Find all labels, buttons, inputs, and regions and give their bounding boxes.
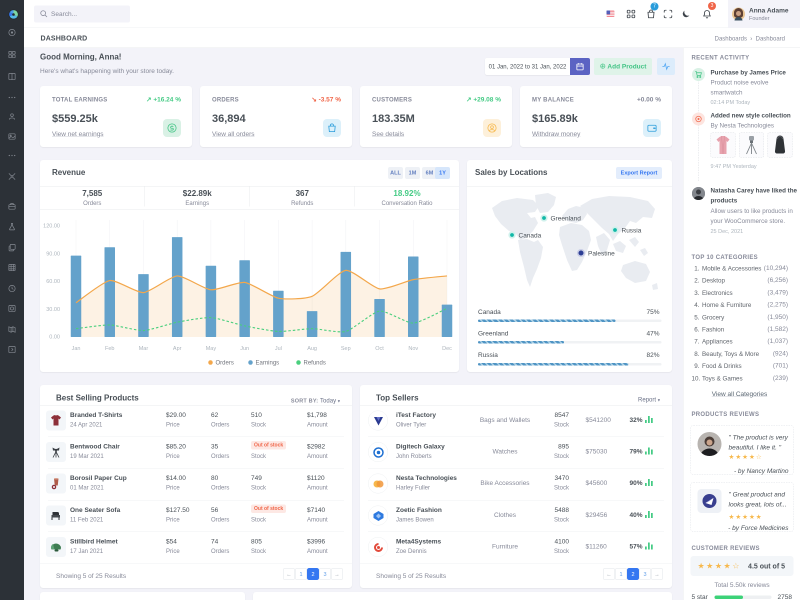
svg-text:Refunds: Refunds — [304, 361, 326, 367]
svg-text:60.00: 60.00 — [46, 279, 60, 285]
svg-text:Apr: Apr — [173, 346, 182, 352]
svg-text:30.00: 30.00 — [46, 307, 60, 313]
svg-text:Nov: Nov — [408, 346, 418, 352]
svg-text:Jan: Jan — [72, 346, 81, 352]
svg-text:Palestine: Palestine — [588, 251, 615, 258]
svg-text:Oct: Oct — [375, 346, 384, 352]
svg-text:Jun: Jun — [240, 346, 249, 352]
svg-text:120.00: 120.00 — [43, 224, 60, 230]
svg-text:Feb: Feb — [105, 346, 114, 352]
svg-text:90.00: 90.00 — [46, 251, 60, 257]
svg-text:Russia: Russia — [622, 228, 642, 235]
svg-text:Greenland: Greenland — [551, 216, 582, 223]
svg-text:Jul: Jul — [275, 346, 282, 352]
svg-text:Dec: Dec — [442, 346, 452, 352]
svg-text:Earnings: Earnings — [256, 361, 280, 367]
svg-text:Sep: Sep — [341, 346, 351, 352]
svg-text:Orders: Orders — [216, 361, 234, 367]
svg-text:Aug: Aug — [307, 346, 317, 352]
svg-text:Mar: Mar — [139, 346, 149, 352]
svg-text:Canada: Canada — [519, 233, 542, 240]
svg-text:May: May — [206, 346, 217, 352]
svg-text:0.00: 0.00 — [49, 335, 60, 341]
